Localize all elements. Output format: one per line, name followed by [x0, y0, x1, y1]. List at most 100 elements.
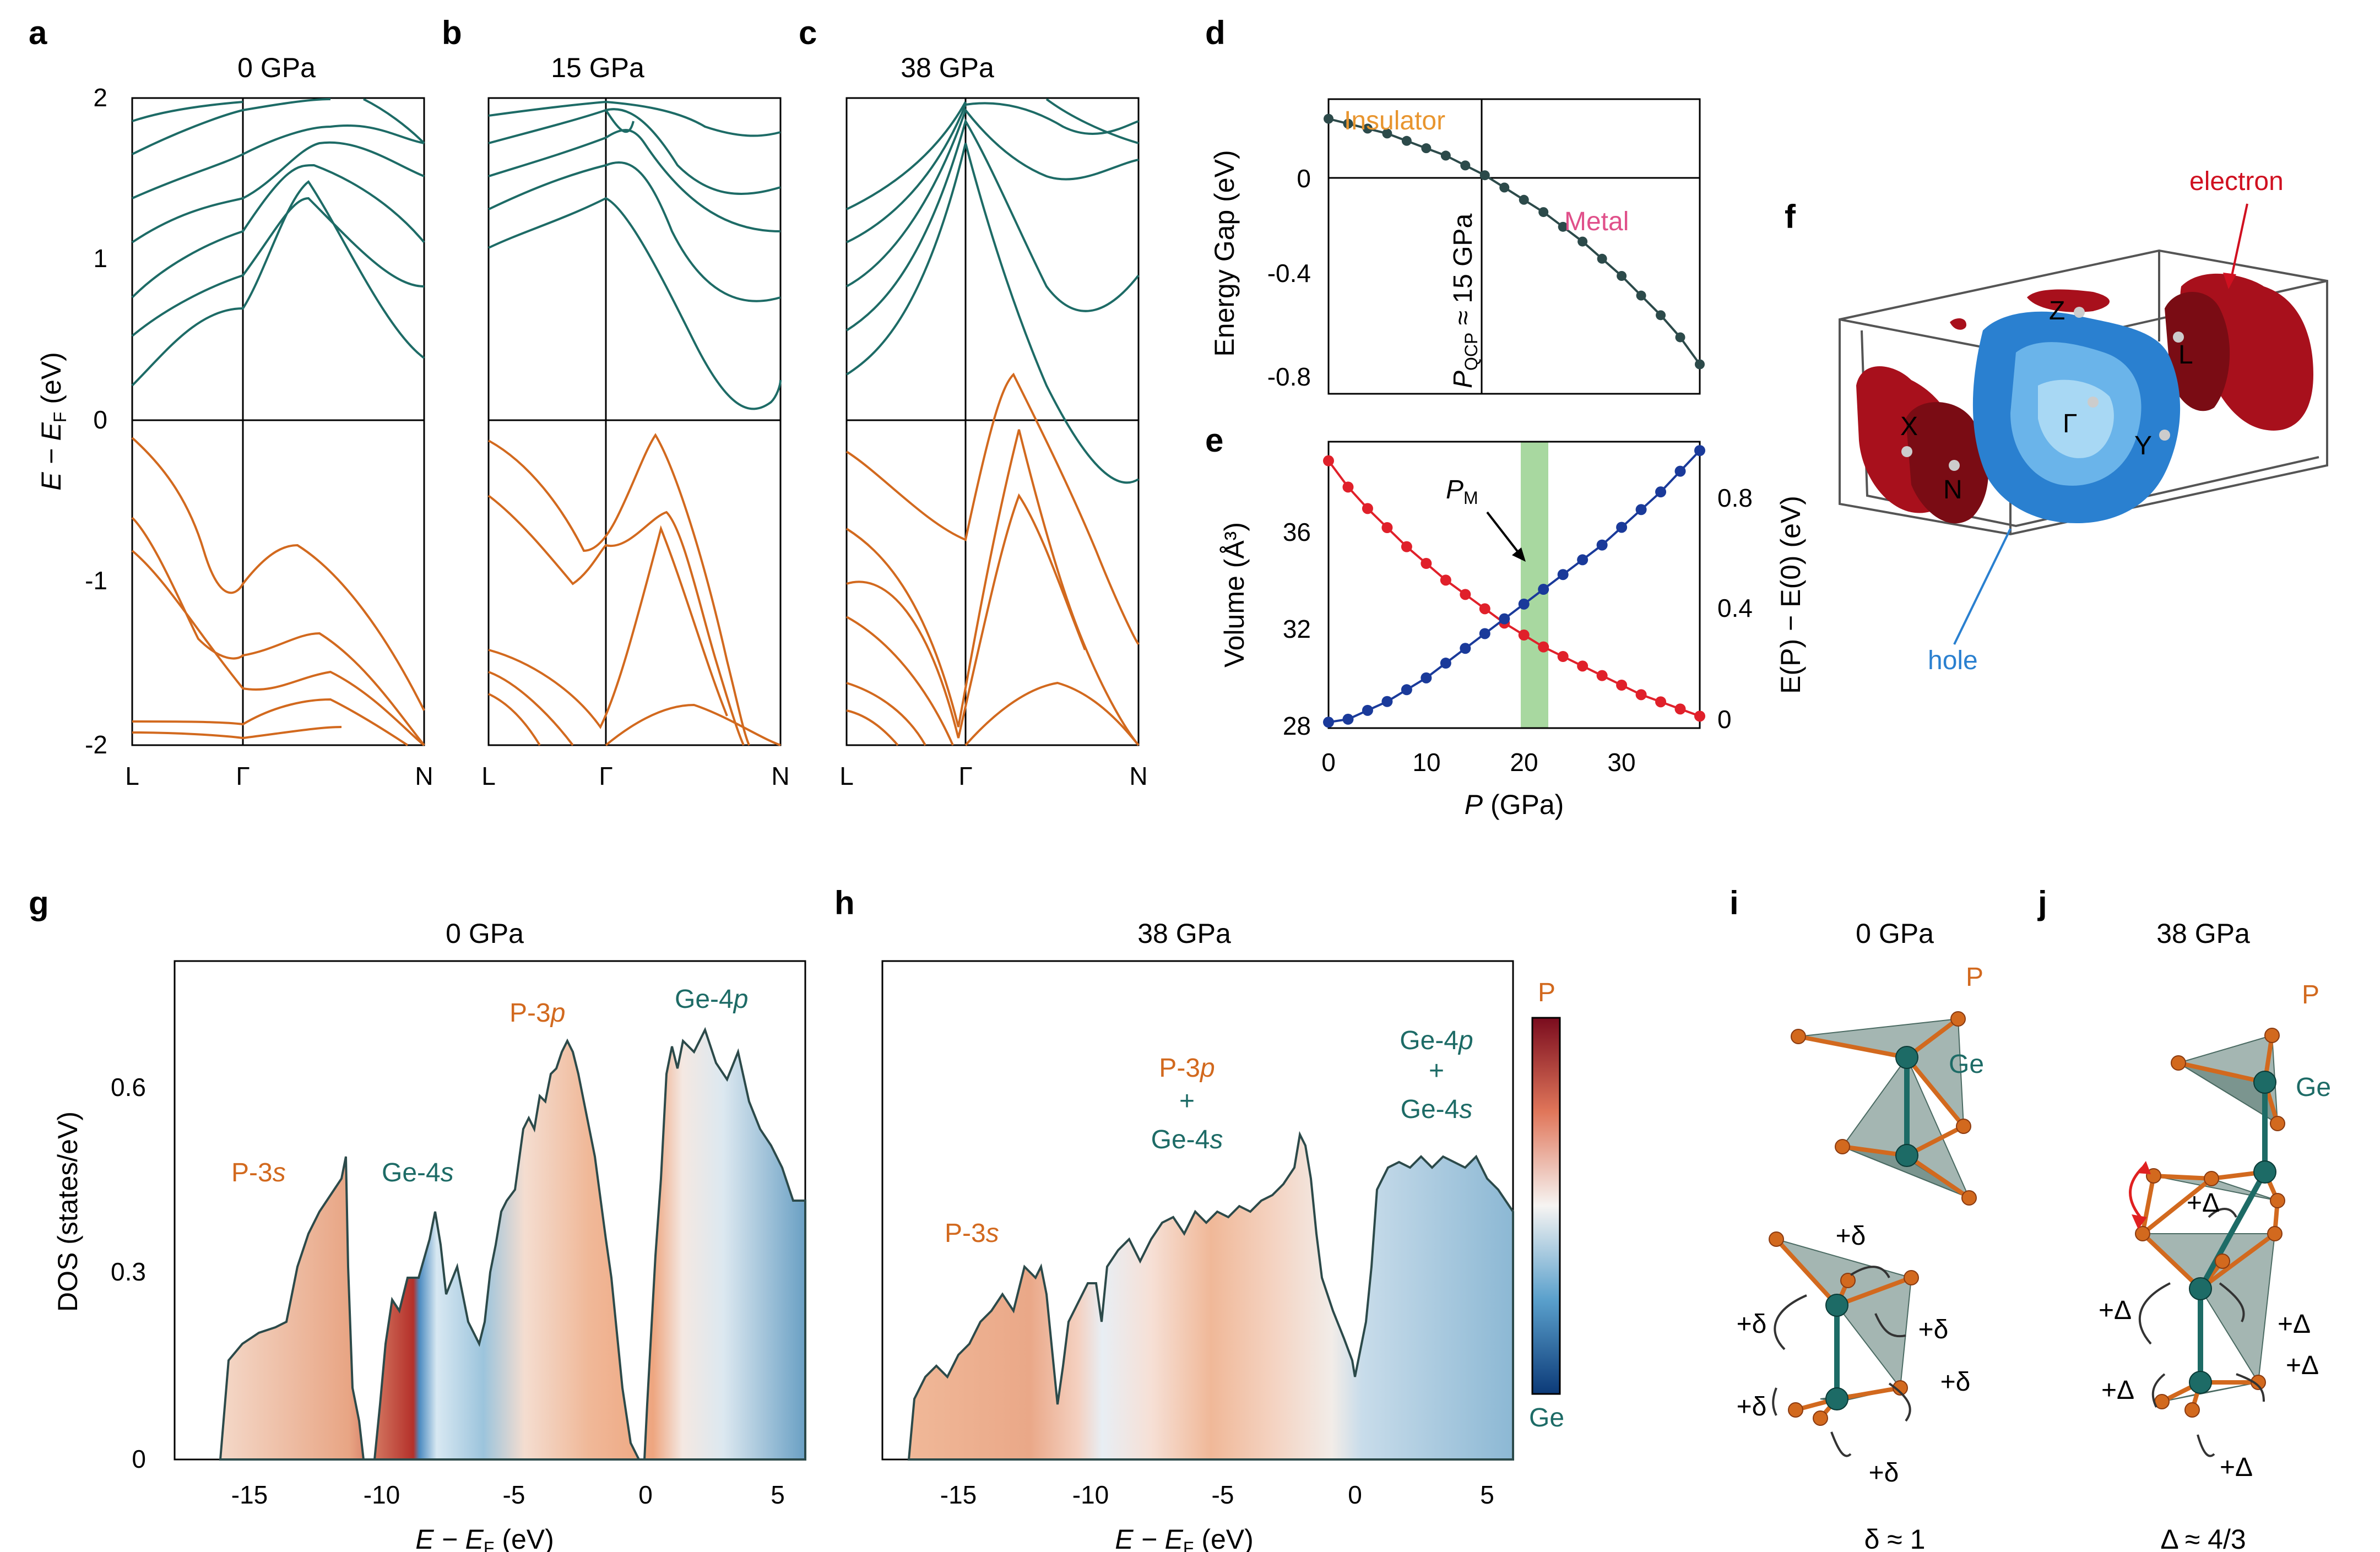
kpoint-c-L: L	[839, 762, 854, 790]
eos-xtick-0: 0	[1321, 748, 1336, 777]
dos-h-ge4s: Ge-4s	[1151, 1125, 1223, 1154]
pm-arrow	[1486, 511, 1522, 557]
dos-h-ge4s-2: Ge-4s	[1401, 1095, 1473, 1124]
dos-ylabel: DOS (states/eV)	[52, 1111, 83, 1312]
energy-point	[1538, 584, 1549, 595]
vol-ytick-36: 36	[1283, 518, 1311, 546]
insulator-label: Insulator	[1344, 106, 1445, 135]
band-c-axis: L Γ N	[839, 762, 1147, 790]
dos-g-ge4s: Ge-4s	[382, 1158, 454, 1187]
band-panel-c	[845, 97, 1140, 746]
struct-j-ge-label: Ge	[2296, 1073, 2331, 1102]
volume-point	[1538, 641, 1549, 653]
panel-label-e: e	[1205, 422, 1223, 459]
eos-xtick-30: 30	[1607, 748, 1635, 777]
pm-label: PM	[1446, 475, 1478, 508]
panel-label-d: d	[1205, 14, 1226, 51]
electron-label: electron	[2189, 167, 2284, 196]
dos-g-ge4p: Ge-4p	[675, 985, 748, 1014]
dos-panel-g: P-3s Ge-4s P-3p Ge-4p 0.6 0.3 0 -15 -10 …	[52, 960, 806, 1552]
delta-label-5: +δ	[1940, 1368, 1971, 1397]
kpoint-Y: Y	[2134, 431, 2152, 460]
struct-i-caption: δ ≈ 1	[1864, 1524, 1926, 1552]
gap-point	[1421, 143, 1432, 154]
volume-point	[1596, 670, 1608, 681]
colorbar-top-label: P	[1538, 978, 1555, 1007]
gap-point	[1538, 207, 1549, 218]
band-ytick-m2: -2	[85, 730, 107, 759]
vol-ytick-28: 28	[1283, 712, 1311, 740]
gap-point	[1695, 359, 1705, 370]
energy-point	[1499, 613, 1510, 625]
colorbar-bottom-label: Ge	[1529, 1403, 1564, 1432]
energy-point	[1518, 598, 1530, 610]
volume-point	[1479, 603, 1490, 615]
kpoint-c-Gamma: Γ	[958, 762, 972, 790]
volume-point	[1323, 455, 1334, 466]
kpoint-c-N: N	[1129, 762, 1147, 790]
kpoint-N: N	[1943, 475, 1962, 504]
gap-point	[1519, 194, 1529, 205]
band-a-title: 0 GPa	[237, 52, 316, 83]
dos-h-ge4p: Ge-4p	[1400, 1026, 1473, 1055]
hole-pocket	[1972, 311, 2181, 523]
gap-ylabel: Energy Gap (eV)	[1209, 150, 1240, 356]
dos-g-p3p: P-3p	[509, 999, 565, 1028]
volume-point	[1577, 660, 1589, 672]
gap-point	[1597, 253, 1607, 264]
dos-h-p3s: P-3s	[945, 1219, 999, 1248]
volume-point	[1674, 703, 1686, 715]
dos-h-plus-1: +	[1179, 1087, 1195, 1116]
en-ytick-08: 0.8	[1717, 484, 1753, 512]
volume-point	[1401, 541, 1412, 552]
energy-point	[1381, 696, 1393, 707]
energy-point	[1635, 504, 1647, 515]
eos-series	[1323, 445, 1705, 728]
delta-label-6: +δ	[1869, 1458, 1899, 1488]
energy-point	[1655, 486, 1667, 498]
energy-point	[1362, 704, 1373, 716]
gap-ytick-m08: -0.8	[1267, 362, 1311, 391]
gap-ytick-m04: -0.4	[1267, 259, 1311, 287]
en-ytick-04: 0.4	[1717, 594, 1753, 622]
gap-point	[1440, 150, 1451, 161]
kpoint-Z: Z	[2049, 296, 2065, 325]
energy-point	[1440, 658, 1451, 669]
dos-g-title: 0 GPa	[446, 918, 524, 949]
eos-panel: PM 36 32 28 0.8 0.4 0 0 10 20 30 P (GPa)…	[1219, 441, 1806, 820]
rotation-arrow	[2129, 1166, 2144, 1221]
energy-line	[1328, 449, 1701, 724]
band-a-conduction	[131, 98, 425, 387]
Delta-label-1: +Δ	[2187, 1189, 2220, 1218]
volume-point	[1557, 651, 1569, 662]
panel-label-c: c	[799, 14, 817, 51]
eos-xtick-20: 20	[1510, 748, 1538, 777]
band-c-title: 38 GPa	[901, 52, 994, 83]
dos-h-xtick-5: 5	[1480, 1480, 1494, 1509]
panel-label-i: i	[1730, 884, 1739, 921]
gap-point	[1656, 310, 1666, 321]
energy-point	[1401, 684, 1412, 696]
band-a-axis: 2 1 0 -1 -2 L Γ N E − EF (eV)	[36, 83, 433, 790]
energy-point	[1342, 713, 1354, 725]
high-symmetry-points	[1901, 307, 2184, 471]
delta-label-4: +δ	[1737, 1392, 1767, 1421]
kpoint-X: X	[1900, 412, 1918, 441]
energy-point	[1596, 539, 1608, 551]
structure-i: +δ +δ +δ +δ +δ +δ P Ge δ ≈ 1	[1737, 963, 1984, 1552]
dos-ytick-06: 0.6	[111, 1073, 146, 1101]
dos-h-xlabel: E − EF (eV)	[1115, 1524, 1254, 1552]
struct-i-ge-label: Ge	[1949, 1050, 1984, 1079]
dos-g-xtick-0: 0	[638, 1480, 653, 1509]
delta-label-1: +δ	[1836, 1222, 1866, 1251]
band-b-axis: L Γ N	[481, 762, 789, 790]
band-b-conduction	[488, 100, 782, 410]
dos-ytick-03: 0.3	[111, 1257, 146, 1286]
struct-j-p-label: P	[2302, 980, 2319, 1010]
vol-ylabel: Volume (Å³)	[1219, 522, 1250, 668]
energy-point	[1694, 445, 1705, 457]
dos-g-p3s: P-3s	[231, 1158, 286, 1187]
gap-point	[1479, 170, 1490, 181]
gap-point	[1499, 182, 1510, 193]
dos-h-plus-2: +	[1429, 1056, 1444, 1086]
